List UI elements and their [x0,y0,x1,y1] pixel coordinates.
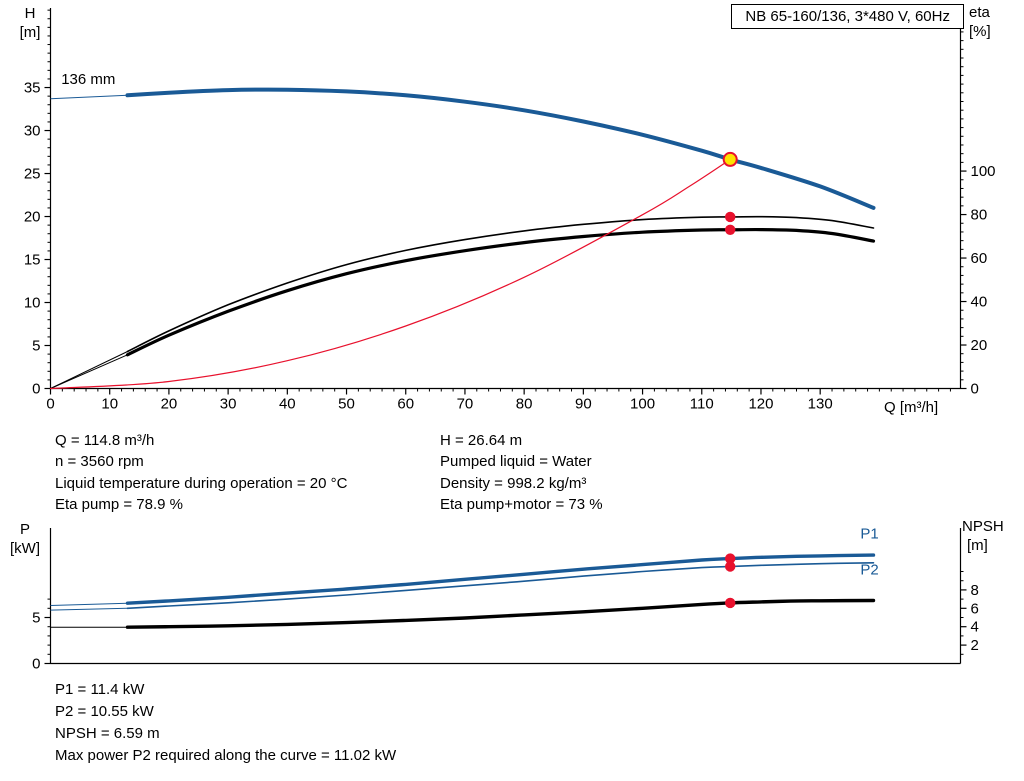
info-line: Liquid temperature during operation = 20… [55,474,348,492]
annotation-136-mm: 136 mm [61,71,115,88]
npsh-axis-unit: [m] [967,537,988,554]
eta-pump-motor-point [725,224,736,235]
npsh-point [725,597,736,609]
info-line: H = 26.64 m [440,432,523,449]
info-line: Eta pump = 78.9 % [55,496,183,514]
y-right-tick-label: 80 [971,207,988,224]
operating-data-left: Q = 114.8 m³/h n = 3560 rpm Liquid tempera… [55,430,440,516]
x-tick-label: 10 [101,396,118,413]
result-lines: P1 = 11.4 kW P2 = 10.55 kW NPSH = 6.59 m Ma… [55,679,396,767]
info-line: Q = 114.8 m³/h [55,432,155,449]
h-axis-letter: H [24,5,36,22]
p2-power-curve [126,562,875,610]
p-axis-unit: [kW] [10,540,40,557]
p1-point [725,553,736,564]
y-right-tick-label: 100 [971,163,996,180]
info-line: NPSH = 6.59 m [55,725,160,742]
info-line: P1 = 11.4 kW [55,681,145,698]
x-tick-label: 100 [630,396,655,413]
x-tick-label: 60 [397,396,414,413]
pump-title: NB 65-160/136, 3*480 V, 60Hz [745,8,950,25]
npsh-axis-label: NPSH [m] [962,517,1004,555]
y-left-tick-label: 10 [24,295,41,312]
y-right-tick-label: 0 [971,381,979,398]
eta-pump-lead-line [50,351,128,389]
eta-pump-motor-curve [125,227,876,357]
y-left-tick-label: 25 [24,166,41,183]
y-left-tick-label: 5 [32,610,40,627]
info-line: Pumped liquid = Water [440,453,592,471]
x-tick-label: 20 [161,396,178,413]
info-line: Density = 998.2 kg/m³ [440,474,587,492]
head-curve-136mm-lead-line [50,94,128,100]
y-left-tick-label: 5 [32,338,40,355]
duty-point[interactable] [722,151,738,167]
p2-point [725,561,736,572]
info-line: n = 3560 rpm [55,453,144,471]
p-axis-label: P [kW] [4,520,46,558]
eta-pump-curve [126,215,875,353]
y-left-tick-label: 35 [24,80,41,97]
eta-axis-unit: [%] [969,23,991,40]
q-axis-label: Q [m³/h] [884,399,939,416]
p2-power-lead-line [50,607,128,611]
pump-title-box: NB 65-160/136, 3*480 V, 60Hz [731,4,964,29]
y-left-tick-label: 15 [24,252,41,269]
operating-data-right: H = 26.64 m Pumped liquid = Water Density … [440,430,825,516]
eta-axis-letter: eta [969,4,990,21]
x-tick-label: 40 [279,396,296,413]
head-curve-136mm-curve [125,87,876,210]
h-axis-unit: [m] [19,24,41,41]
eta-axis-label: eta [%] [969,3,991,41]
y-right-tick-label: 60 [971,250,988,267]
eta-pump-point [725,211,736,223]
info-line: Max power P2 required along the curve = … [55,747,397,764]
info-line: P2 = 10.55 kW [55,703,154,720]
y-right-tick-label: 40 [971,294,988,311]
x-tick-label: 120 [748,396,773,413]
x-tick-label: 30 [220,396,237,413]
y-left-tick-label: 30 [24,123,41,140]
y-right-tick-label: 4 [971,619,979,636]
operating-data: Q = 114.8 m³/h n = 3560 rpm Liquid tempera… [55,430,825,516]
x-tick-label: 130 [808,396,833,413]
duty-flow-parabola-curve [49,158,731,390]
info-line: Eta pump+motor = 73 % [440,496,603,514]
y-right-tick-label: 2 [971,637,979,654]
p1-power-lead-line [50,602,128,606]
x-tick-label: 50 [338,396,355,413]
eta-pump-motor-lead-line [50,354,128,389]
y-left-tick-label: 20 [24,209,41,226]
annotation-p2: P2 [860,562,878,579]
y-left-tick-label: 0 [32,381,40,398]
power-npsh-chart: 0 5 24 68 P1 P2 [32,526,979,673]
npsh-axis-letter: NPSH [962,518,1004,535]
y-right-tick-label: 8 [971,582,979,599]
y-right-tick-label: 20 [971,337,988,354]
x-tick-label: 90 [575,396,592,413]
annotation-p1: P1 [860,526,878,543]
p-axis-letter: P [19,521,30,538]
x-tick-label: 110 [690,396,714,413]
p1-power-curve [125,553,876,605]
npsh-curve-curve [125,598,876,629]
qh-chart: 0 10 20 30 40 50 60 70 80 90 100 110 120 130 0 5 10 15 20 2… [24,8,996,413]
y-left-tick-label: 0 [32,656,40,673]
h-axis-label: H [m] [12,4,48,42]
y-right-tick-label: 6 [971,600,979,617]
x-tick-label: 0 [46,396,54,413]
x-tick-label: 80 [516,396,533,413]
x-tick-label: 70 [457,396,474,413]
